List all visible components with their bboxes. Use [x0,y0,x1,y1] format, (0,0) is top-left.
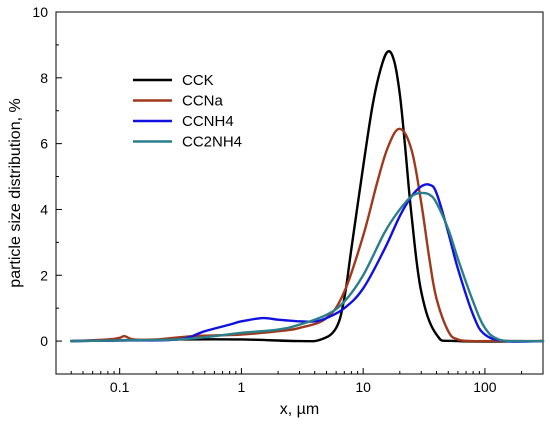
series-line-ccnh4 [70,183,545,343]
y-axis: 0 2 4 6 8 10 [32,4,62,375]
legend: CCK CCNa CCNH4 CC2NH4 [133,72,242,151]
x-axis-title: x, µm [280,401,319,418]
y-axis-title: particle size distribution, % [7,98,24,287]
x-tick-label: 0.1 [110,379,130,395]
x-tick-label: 10 [355,379,371,395]
y-tick-label: 6 [40,136,48,152]
y-tick-label: 10 [32,4,48,20]
y-tick-label: 8 [40,70,48,86]
plot-frame [55,11,544,375]
series-layer [70,50,545,343]
x-tick-label: 1 [238,379,246,395]
series-line-cck [70,50,545,343]
legend-label-cck: CCK [182,72,214,89]
plot-area [55,11,544,375]
legend-label-cc2nh4: CC2NH4 [182,134,242,151]
series-line-cc2nh4 [70,191,545,343]
legend-label-ccnh4: CCNH4 [182,113,234,130]
y-tick-label: 4 [40,201,48,217]
y-tick-label: 2 [40,267,48,283]
legend-label-ccna: CCNa [182,93,223,110]
x-tick-label: 100 [473,379,497,395]
y-tick-label: 0 [40,333,48,349]
x-axis: 0.1 1 10 100 [55,368,544,395]
